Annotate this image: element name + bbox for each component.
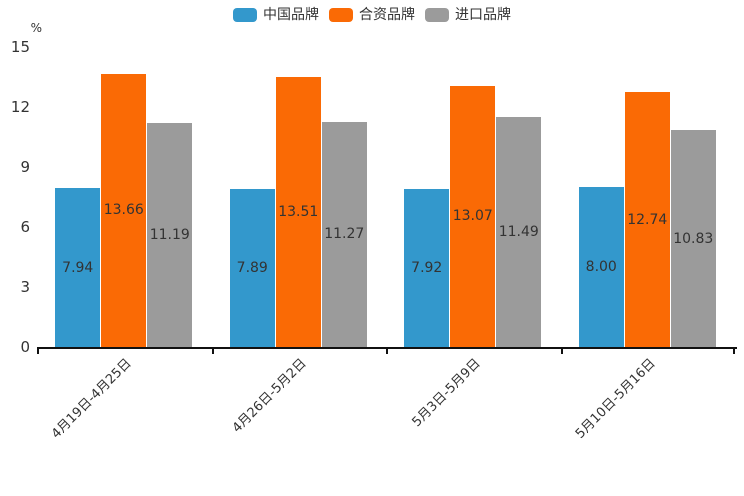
legend-item-label: 中国品牌 [263, 7, 319, 23]
bar-value-label: 13.51 [278, 203, 319, 220]
bar-china-brand-group-4: 8.00 [578, 187, 624, 347]
legend: 中国品牌 合资品牌 进口品牌 [0, 7, 744, 23]
bar-joint-venture-brand-group-1: 13.66 [101, 73, 147, 347]
x-axis-tick-mark [560, 349, 563, 354]
legend-item-joint-venture-brand[interactable]: 合资品牌 [329, 7, 415, 23]
bar-import-brand-group-3: 11.49 [496, 117, 542, 347]
x-axis-category-label: 5月10日-5月16日 [572, 356, 659, 442]
x-axis-category-label: 4月26日-5月2日 [229, 356, 310, 436]
bar-value-label: 11.49 [498, 224, 539, 241]
legend-item-label: 进口品牌 [455, 7, 511, 23]
bar-import-brand-group-4: 10.83 [670, 130, 716, 347]
bar-value-label: 7.89 [236, 260, 268, 277]
y-axis-tick-label: 0 [20, 338, 30, 356]
bar-joint-venture-brand-group-2: 13.51 [275, 76, 321, 347]
bar-value-label: 11.27 [324, 226, 365, 243]
bar-import-brand-group-2: 11.27 [321, 121, 367, 347]
y-axis-tick-label: 15 [10, 38, 30, 56]
y-axis-tick-label: 3 [20, 278, 30, 296]
bar-value-label: 8.00 [585, 259, 617, 275]
x-axis-category-label: 4月19日-4月25日 [49, 356, 135, 442]
x-axis-category-label: 5月3日-5月9日 [409, 356, 484, 431]
bar-import-brand-group-1: 11.19 [147, 123, 193, 347]
bar-china-brand-group-2: 7.89 [229, 189, 275, 347]
bar-value-label: 13.66 [103, 202, 144, 219]
x-axis-tick-mark [211, 349, 214, 354]
x-axis-tick-mark [386, 349, 388, 354]
legend-item-china-brand[interactable]: 中国品牌 [233, 7, 319, 23]
bar-joint-venture-brand-group-3: 13.07 [450, 85, 496, 347]
legend-item-import-brand[interactable]: 进口品牌 [425, 7, 511, 23]
bar-china-brand-group-1: 7.94 [55, 188, 101, 347]
y-axis-tick-label: 9 [20, 158, 30, 176]
y-axis-unit-label: % [30, 21, 42, 35]
y-axis-tick-label: 6 [20, 218, 30, 236]
bar-joint-venture-brand-group-4: 12.74 [624, 92, 670, 347]
bar-value-label: 7.94 [62, 259, 94, 276]
legend-swatch-icon [233, 8, 257, 22]
y-axis-tick-label: 12 [10, 98, 30, 116]
bar-china-brand-group-3: 7.92 [404, 188, 450, 347]
x-axis-line [37, 347, 737, 349]
x-axis-tick-mark [733, 349, 735, 354]
bar-value-label: 10.83 [673, 230, 714, 247]
x-axis-tick-mark [37, 349, 39, 354]
legend-swatch-icon [425, 8, 449, 22]
legend-swatch-icon [329, 8, 353, 22]
bar-value-label: 13.07 [452, 208, 493, 225]
bar-value-label: 11.19 [149, 227, 190, 244]
bar-value-label: 12.74 [627, 211, 668, 228]
legend-item-label: 合资品牌 [359, 7, 415, 23]
bar-value-label: 7.92 [411, 259, 443, 276]
